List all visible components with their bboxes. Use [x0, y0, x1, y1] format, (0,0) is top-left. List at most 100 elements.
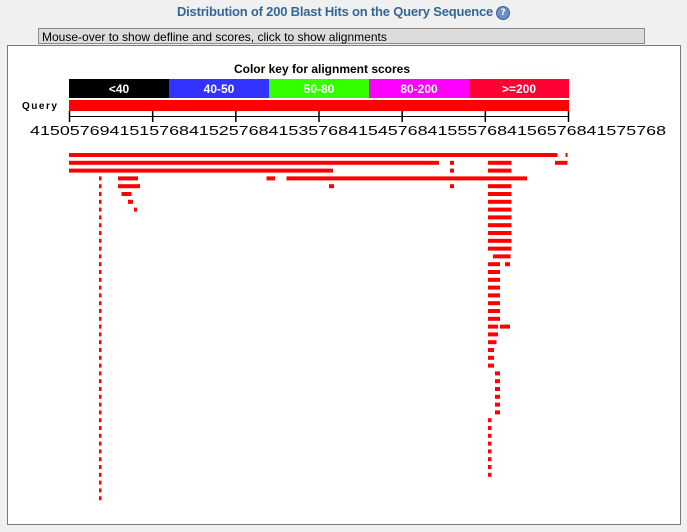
hit-segment[interactable] — [488, 340, 497, 345]
hit-segment[interactable] — [495, 394, 500, 399]
hit-segment[interactable] — [500, 324, 510, 329]
hit-segment[interactable] — [99, 207, 102, 212]
hit-segment[interactable] — [555, 160, 568, 165]
hit-segment[interactable] — [99, 262, 102, 267]
hit-segment[interactable] — [488, 238, 512, 243]
hit-segment[interactable] — [488, 270, 500, 274]
hit-segment[interactable] — [99, 449, 102, 454]
hit-segment[interactable] — [488, 246, 512, 251]
hit-segment[interactable] — [488, 231, 512, 235]
hit-segment[interactable] — [488, 192, 512, 196]
hit-segment[interactable] — [488, 184, 512, 189]
hit-segment[interactable] — [69, 153, 558, 157]
hit-segment[interactable] — [99, 480, 102, 485]
hit-segment[interactable] — [99, 223, 102, 228]
hit-segment[interactable] — [99, 387, 102, 391]
hit-segment[interactable] — [99, 324, 102, 329]
hit-segment[interactable] — [99, 270, 102, 274]
hit-segment[interactable] — [488, 426, 492, 430]
hit-segment[interactable] — [488, 433, 492, 438]
hit-segment[interactable] — [99, 246, 102, 251]
hit-segment[interactable] — [488, 316, 500, 321]
hit-segment[interactable] — [488, 207, 512, 212]
hit-segment[interactable] — [99, 394, 102, 399]
hit-segment[interactable] — [99, 371, 102, 376]
hit-segment[interactable] — [99, 293, 102, 298]
hit-segment[interactable] — [99, 199, 102, 204]
hit-segment[interactable] — [488, 277, 500, 282]
hit-segment[interactable] — [450, 184, 454, 189]
hit-segment[interactable] — [99, 332, 102, 337]
hit-segment[interactable] — [99, 441, 102, 446]
hit-segment[interactable] — [450, 160, 454, 165]
hit-segment[interactable] — [488, 223, 512, 228]
hit-segment[interactable] — [495, 402, 500, 407]
hit-segment[interactable] — [488, 355, 494, 360]
hit-segment[interactable] — [128, 199, 133, 204]
hit-segment[interactable] — [99, 426, 102, 430]
hit-segment[interactable] — [99, 301, 102, 306]
hit-segment[interactable] — [488, 441, 492, 446]
hit-segment[interactable] — [493, 254, 511, 259]
hit-segment[interactable] — [505, 262, 510, 267]
hit-segment[interactable] — [134, 207, 137, 212]
hit-segment[interactable] — [99, 309, 102, 313]
hit-segment[interactable] — [99, 254, 102, 259]
hit-segment[interactable] — [488, 449, 492, 454]
hit-segment[interactable] — [488, 293, 500, 298]
hit-segment[interactable] — [99, 457, 102, 462]
hit-segment[interactable] — [121, 192, 132, 196]
hit-segment[interactable] — [488, 262, 500, 267]
hit-segment[interactable] — [99, 340, 102, 345]
hit-segment[interactable] — [495, 410, 500, 415]
hit-segment[interactable] — [488, 465, 492, 469]
hit-segment[interactable] — [99, 285, 102, 290]
hit-segment[interactable] — [488, 363, 494, 368]
hit-segment[interactable] — [488, 285, 500, 290]
hit-segment[interactable] — [99, 496, 102, 501]
hit-segment[interactable] — [99, 316, 102, 321]
hit-segment[interactable] — [488, 309, 500, 313]
hit-segment[interactable] — [488, 348, 494, 352]
hit-segment[interactable] — [488, 301, 500, 306]
hit-segment[interactable] — [488, 168, 512, 173]
hit-segment[interactable] — [99, 488, 102, 493]
hit-segment[interactable] — [329, 184, 334, 189]
hit-segment[interactable] — [488, 324, 498, 329]
hit-segment[interactable] — [99, 192, 102, 196]
hit-segment[interactable] — [488, 199, 512, 204]
hit-segment[interactable] — [99, 184, 102, 189]
hit-segment[interactable] — [99, 379, 102, 384]
hit-segment[interactable] — [118, 184, 140, 189]
hit-segment[interactable] — [99, 348, 102, 352]
hit-segment[interactable] — [266, 176, 276, 181]
hit-segment[interactable] — [69, 160, 439, 165]
hit-segment[interactable] — [118, 176, 138, 181]
hit-segment[interactable] — [450, 168, 454, 173]
hit-segment[interactable] — [488, 472, 492, 477]
hit-segment[interactable] — [495, 371, 500, 376]
hit-segment[interactable] — [99, 433, 102, 438]
hit-segment[interactable] — [99, 465, 102, 469]
help-icon[interactable]: ? — [496, 5, 511, 20]
hit-segment[interactable] — [488, 215, 512, 220]
hit-segment[interactable] — [488, 457, 492, 462]
hit-segment[interactable] — [99, 355, 102, 360]
hit-segment[interactable] — [488, 332, 498, 337]
hit-segment[interactable] — [99, 418, 102, 423]
hit-segment[interactable] — [565, 153, 568, 157]
hit-segment[interactable] — [99, 215, 102, 220]
hit-segment[interactable] — [99, 176, 102, 181]
hit-segment[interactable] — [488, 160, 512, 165]
hit-segment[interactable] — [488, 418, 492, 423]
hit-segment[interactable] — [286, 176, 528, 181]
hit-segment[interactable] — [69, 168, 333, 173]
hit-segment[interactable] — [495, 387, 500, 391]
hit-segment[interactable] — [99, 472, 102, 477]
hit-segment[interactable] — [495, 379, 500, 384]
hit-segment[interactable] — [99, 363, 102, 368]
query-bar[interactable] — [69, 100, 569, 111]
hit-segment[interactable] — [99, 277, 102, 282]
hit-segment[interactable] — [99, 231, 102, 235]
hit-segment[interactable] — [99, 238, 102, 243]
